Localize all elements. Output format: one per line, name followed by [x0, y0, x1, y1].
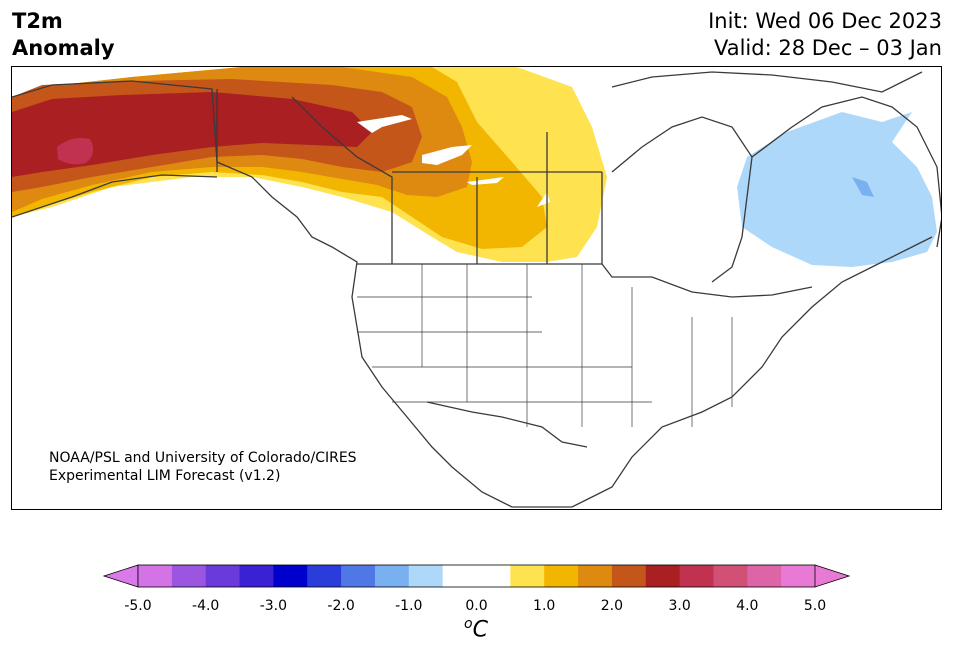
- title-left: T2m Anomaly: [12, 8, 115, 62]
- colorbar-bin: [578, 565, 613, 587]
- unit-superscript: o: [464, 616, 473, 632]
- colorbar-bin: [374, 565, 410, 587]
- colorbar-bin: [138, 565, 173, 587]
- colorbar-bin: [341, 565, 376, 587]
- coastlines-borders: [12, 71, 941, 508]
- colorbar-bin: [781, 565, 816, 587]
- colorbar-tick-label: 5.0: [803, 598, 827, 614]
- colorbar-bin: [408, 565, 444, 587]
- colorbar-tick-label: -2.0: [327, 598, 355, 614]
- credit-line-2: Experimental LIM Forecast (v1.2): [49, 468, 281, 484]
- colorbar-tick-label: 3.0: [668, 598, 691, 614]
- title-right: Init: Wed 06 Dec 2023 Valid: 28 Dec – 03…: [708, 8, 942, 62]
- map-panel: [11, 66, 942, 510]
- colorbar-graphic: [102, 564, 851, 588]
- colorbar-outline: [137, 564, 816, 588]
- anomaly-minus1p0-minus1p5: [852, 177, 874, 197]
- prov-bc-ab: [291, 96, 393, 264]
- anomaly-map: [12, 67, 941, 508]
- colorbar-bin: [713, 565, 748, 587]
- anomaly-2p5-3p0: [12, 92, 372, 177]
- valid-range: Valid: 28 Dec – 03 Jan: [713, 36, 942, 60]
- great-bear-lake: [357, 115, 412, 133]
- anomaly-minus0p5-minus1p0: [737, 112, 937, 267]
- colorbar-bins: [138, 565, 816, 587]
- colorbar-tick-label: 2.0: [600, 598, 624, 614]
- field-label: Anomaly: [12, 36, 115, 60]
- colorbar-bin: [307, 565, 342, 587]
- colorbar-tick-label: 0.0: [465, 598, 488, 614]
- lake-athabasca: [467, 177, 504, 185]
- colorbar-bin: [679, 565, 714, 587]
- init-date: Init: Wed 06 Dec 2023: [708, 9, 942, 33]
- colorbar-bin: [273, 565, 308, 587]
- colorbar-bin: [645, 565, 681, 587]
- colorbar-bin: [747, 565, 782, 587]
- unit-label: C: [472, 617, 488, 643]
- colorbar-over-arrow: [814, 564, 851, 588]
- colorbar-bin: [611, 565, 647, 587]
- colorbar-tick-label: 1.0: [533, 598, 556, 614]
- credit-line-1: NOAA/PSL and University of Colorado/CIRE…: [49, 450, 357, 466]
- alaska-south-coast: [12, 174, 218, 218]
- colorbar-under-arrow: [102, 564, 139, 588]
- credit-text: NOAA/PSL and University of Colorado/CIRE…: [49, 449, 357, 485]
- colorbar-bin: [442, 565, 477, 587]
- colorbar-bin: [239, 565, 274, 587]
- anomaly-3p0-3p5: [57, 138, 94, 165]
- colorbar: -5.0 -4.0 -3.0 -2.0 -1.0 0.0 1.0 2.0 3.0 4.0 5.0 o…: [0, 558, 953, 656]
- colorbar-bin: [510, 565, 545, 587]
- mexico-border: [426, 401, 588, 448]
- colorbar-bin: [205, 565, 241, 587]
- great-slave-lake: [422, 145, 472, 165]
- colorbar-tick-label: -1.0: [395, 598, 423, 614]
- colorbar-tick-label: -4.0: [192, 598, 220, 614]
- colorbar-bin: [171, 565, 207, 587]
- cool-anomaly-layer: [737, 112, 937, 267]
- colorbar-tick-label: -3.0: [259, 598, 288, 614]
- state-lines: [357, 264, 733, 427]
- labrador-coast: [751, 96, 941, 248]
- variable-label: T2m: [12, 9, 63, 33]
- colorbar-bin: [476, 565, 511, 587]
- hudson-bay: [611, 116, 753, 283]
- arctic-islands: [611, 71, 923, 93]
- alaska-coast: [12, 80, 933, 508]
- colorbar-tick-label: 4.0: [736, 598, 759, 614]
- colorbar-unit: oC: [464, 616, 488, 642]
- colorbar-tick-label: -5.0: [124, 598, 152, 614]
- canada-us-border: [357, 263, 813, 298]
- colorbar-bin: [544, 565, 579, 587]
